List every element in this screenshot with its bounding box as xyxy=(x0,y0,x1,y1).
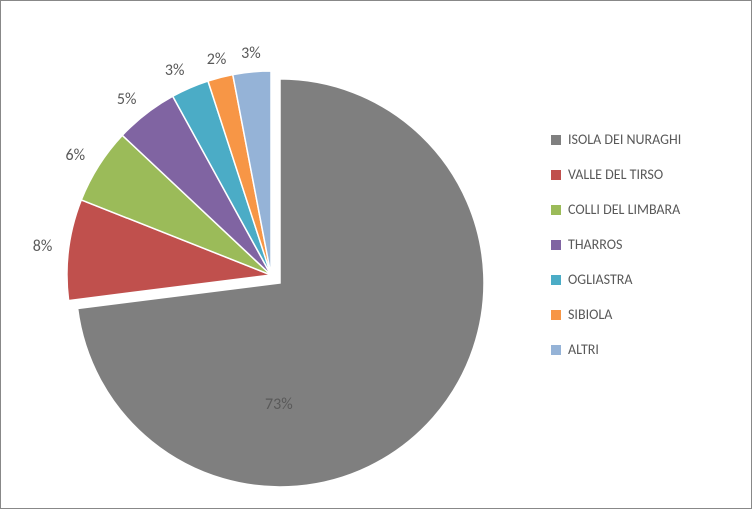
legend-label: ALTRI xyxy=(568,341,599,358)
slice-label: 6% xyxy=(66,146,86,165)
slice-label: 3% xyxy=(241,44,261,63)
legend-label: THARROS xyxy=(568,236,622,253)
legend-swatch xyxy=(551,170,561,180)
legend-label: SIBIOLA xyxy=(568,306,612,323)
slice-label: 5% xyxy=(117,90,137,109)
legend-item: ALTRI xyxy=(551,341,741,358)
legend-item: VALLE DEL TIRSO xyxy=(551,166,741,183)
legend-label: ISOLA DEI NURAGHI xyxy=(568,131,681,148)
pie-chart-figure: 73% 8% 6% 5% 3% 2% 3% ISOLA DEI NURAGHI VALLE D… xyxy=(0,0,752,509)
slice-label: 2% xyxy=(207,50,227,69)
legend-item: OGLIASTRA xyxy=(551,271,741,288)
slice-label: 3% xyxy=(165,61,185,80)
legend-swatch xyxy=(551,275,561,285)
legend-item: ISOLA DEI NURAGHI xyxy=(551,131,741,148)
legend-swatch xyxy=(551,135,561,145)
pie-area: 73% 8% 6% 5% 3% 2% 3% xyxy=(1,1,541,510)
legend-item: THARROS xyxy=(551,236,741,253)
legend-label: OGLIASTRA xyxy=(568,271,632,288)
pie-svg xyxy=(1,1,541,510)
legend-swatch xyxy=(551,310,561,320)
legend-label: COLLI DEL LIMBARA xyxy=(568,201,680,218)
legend-item: SIBIOLA xyxy=(551,306,741,323)
legend-label: VALLE DEL TIRSO xyxy=(568,166,663,183)
slice-label: 73% xyxy=(265,395,293,414)
legend-swatch xyxy=(551,345,561,355)
legend-swatch xyxy=(551,205,561,215)
slice-label: 8% xyxy=(33,237,53,256)
legend-swatch xyxy=(551,240,561,250)
legend-item: COLLI DEL LIMBARA xyxy=(551,201,741,218)
legend: ISOLA DEI NURAGHI VALLE DEL TIRSO COLLI DE… xyxy=(551,131,741,376)
